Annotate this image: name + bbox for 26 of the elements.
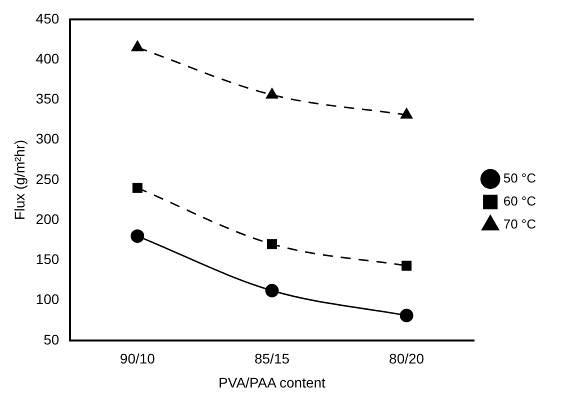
point xyxy=(400,108,413,119)
point xyxy=(267,239,277,250)
point xyxy=(400,308,414,322)
point xyxy=(402,260,412,271)
x-tick-label: 85/15 xyxy=(254,350,290,367)
legend-label: 50 °C xyxy=(503,170,536,186)
y-tick-label: 250 xyxy=(36,170,60,187)
legend-label: 60 °C xyxy=(503,194,536,209)
point xyxy=(130,229,144,243)
point xyxy=(266,88,278,99)
y-tick-label: 300 xyxy=(36,130,60,147)
y-tick-label: 450 xyxy=(36,10,60,26)
y-tick-label: 400 xyxy=(36,50,60,66)
legend-label: 70 °C xyxy=(503,216,536,232)
y-tick-label: 100 xyxy=(36,291,60,308)
y-tick-label: 50 xyxy=(44,331,60,348)
point xyxy=(265,284,279,298)
x-tick-label: 80/20 xyxy=(389,350,424,367)
y-axis-title: Flux (g/m²hr) xyxy=(11,140,28,220)
y-tick-label: 200 xyxy=(36,210,60,227)
x-tick-label: 90/10 xyxy=(120,350,156,367)
y-tick-label: 350 xyxy=(36,90,60,107)
x-axis-title: PVA/PAA content xyxy=(218,374,326,390)
y-tick-label: 150 xyxy=(36,251,60,268)
point xyxy=(131,40,144,52)
point xyxy=(132,182,142,193)
